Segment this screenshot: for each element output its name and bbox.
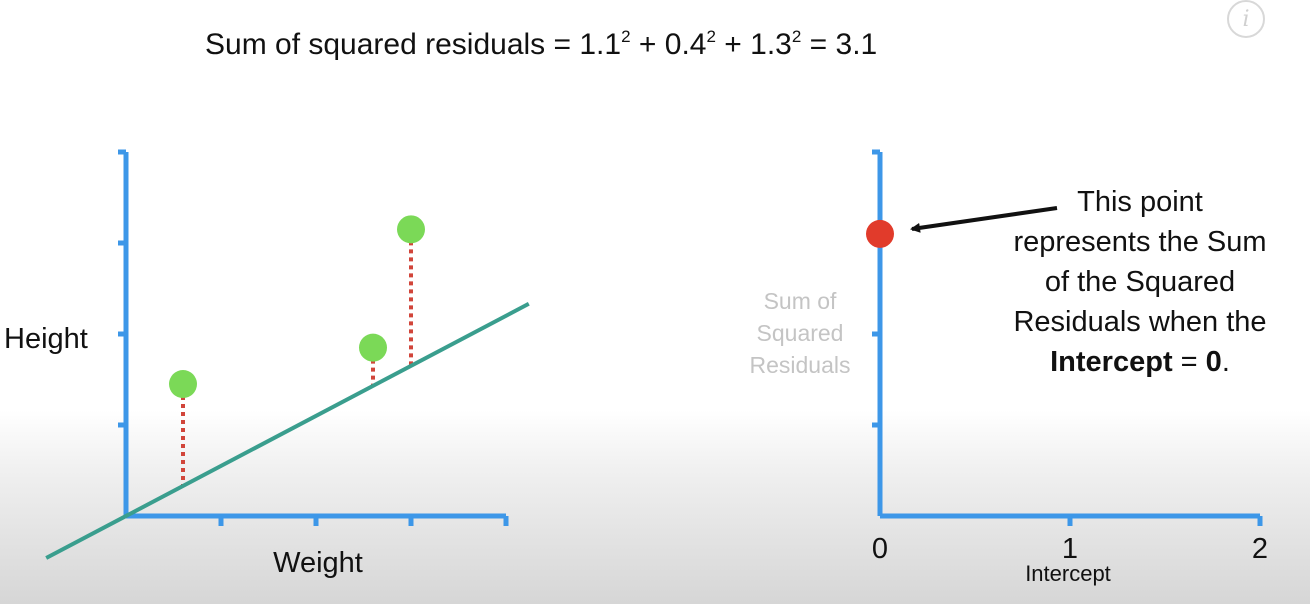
left-plot: Height Weight bbox=[4, 149, 530, 579]
right-plot: 0 1 2 Intercept Sum of Squared Residuals bbox=[750, 149, 1268, 586]
data-point bbox=[397, 215, 425, 244]
right-ylabel-line-3: Residuals bbox=[750, 352, 851, 378]
right-x-tick-labels: 0 1 2 bbox=[872, 533, 1268, 565]
equation-title: Sum of squared residuals = 1.12 + 0.42 +… bbox=[205, 27, 878, 61]
left-xlabel: Weight bbox=[273, 547, 363, 579]
residual-lines bbox=[181, 241, 413, 486]
right-ylabel-line-1: Sum of bbox=[764, 288, 837, 314]
right-xlabel: Intercept bbox=[1025, 561, 1111, 586]
right-ylabel-line-2: Squared bbox=[757, 320, 844, 346]
right-x-tick-label: 2 bbox=[1252, 533, 1268, 565]
ssr-point bbox=[866, 219, 894, 248]
data-points bbox=[169, 215, 425, 399]
right-x-tick-label: 0 bbox=[872, 533, 888, 565]
fit-line bbox=[45, 302, 530, 560]
data-point bbox=[359, 333, 387, 362]
callout-text: This point represents the Sum of the Squ… bbox=[1013, 186, 1267, 378]
info-icon[interactable]: i bbox=[1227, 0, 1265, 38]
left-ylabel: Height bbox=[4, 323, 88, 355]
left-axes bbox=[118, 149, 509, 526]
right-axes bbox=[872, 149, 1263, 526]
right-x-tick-label: 1 bbox=[1062, 533, 1078, 565]
callout-arrow bbox=[910, 206, 1058, 233]
data-point bbox=[169, 370, 197, 399]
